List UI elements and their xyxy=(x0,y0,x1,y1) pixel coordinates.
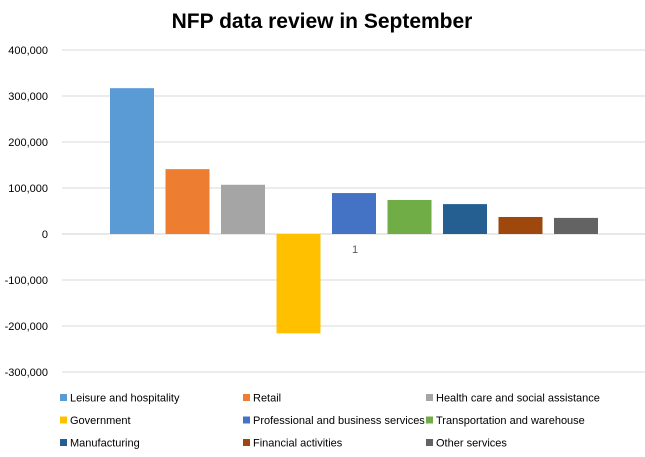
legend-label: Leisure and hospitality xyxy=(70,393,180,405)
legend-swatch xyxy=(243,416,250,424)
legend-swatch xyxy=(426,439,433,446)
legend-label: Transportation and warehouse xyxy=(436,415,585,427)
y-tick-label: -200,000 xyxy=(5,321,48,333)
legend-label: Other services xyxy=(436,438,507,450)
bar-leisure-and-hospitality xyxy=(110,88,154,235)
bar-manufacturing xyxy=(443,204,487,234)
y-tick-label: 400,000 xyxy=(8,45,48,57)
legend-swatch xyxy=(426,416,433,424)
bar-transportation-and-warehouse xyxy=(387,199,432,234)
legend-label: Manufacturing xyxy=(70,438,140,450)
legend-swatch xyxy=(60,416,67,424)
y-tick-label: -100,000 xyxy=(5,275,48,287)
bar-government xyxy=(276,234,321,334)
bar-financial-activities xyxy=(498,216,543,234)
legend-label: Government xyxy=(70,415,131,427)
x-category-label: 1 xyxy=(352,244,358,256)
legend-label: Professional and business services xyxy=(253,415,425,427)
legend-label: Health care and social assistance xyxy=(436,393,600,405)
bar-professional-and-business-services xyxy=(332,193,376,234)
y-tick-label: -300,000 xyxy=(5,367,48,379)
chart-title: NFP data review in September xyxy=(172,10,473,33)
bar-retail xyxy=(165,169,210,234)
bar-other-services xyxy=(554,217,598,234)
legend-label: Retail xyxy=(253,393,281,405)
legend-swatch xyxy=(426,394,433,401)
legend-swatch xyxy=(243,394,250,401)
legend-swatch xyxy=(60,439,67,446)
y-tick-label: 300,000 xyxy=(8,91,48,103)
bar-health-care-and-social-assistance xyxy=(221,184,265,234)
y-tick-label: 0 xyxy=(42,229,48,241)
legend-label: Financial activities xyxy=(253,438,343,450)
legend-swatch xyxy=(60,394,67,401)
legend-swatch xyxy=(243,439,250,446)
y-tick-label: 200,000 xyxy=(8,137,48,149)
y-tick-label: 100,000 xyxy=(8,183,48,195)
